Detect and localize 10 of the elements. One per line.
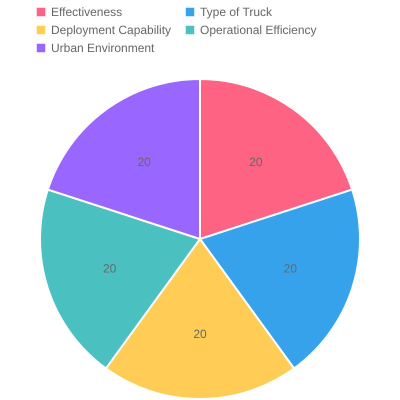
data-label: 20 [193,327,207,341]
legend-label: Type of Truck [200,5,274,19]
data-label: 20 [102,261,117,276]
legend-label: Urban Environment [51,41,156,55]
data-label: 20 [284,261,298,276]
data-label: 20 [249,155,263,170]
legend-label: Effectiveness [51,5,122,19]
data-label: 20 [137,155,152,170]
legend-label: Operational Efficiency [200,23,317,37]
legend-label: Deployment Capability [51,23,172,37]
